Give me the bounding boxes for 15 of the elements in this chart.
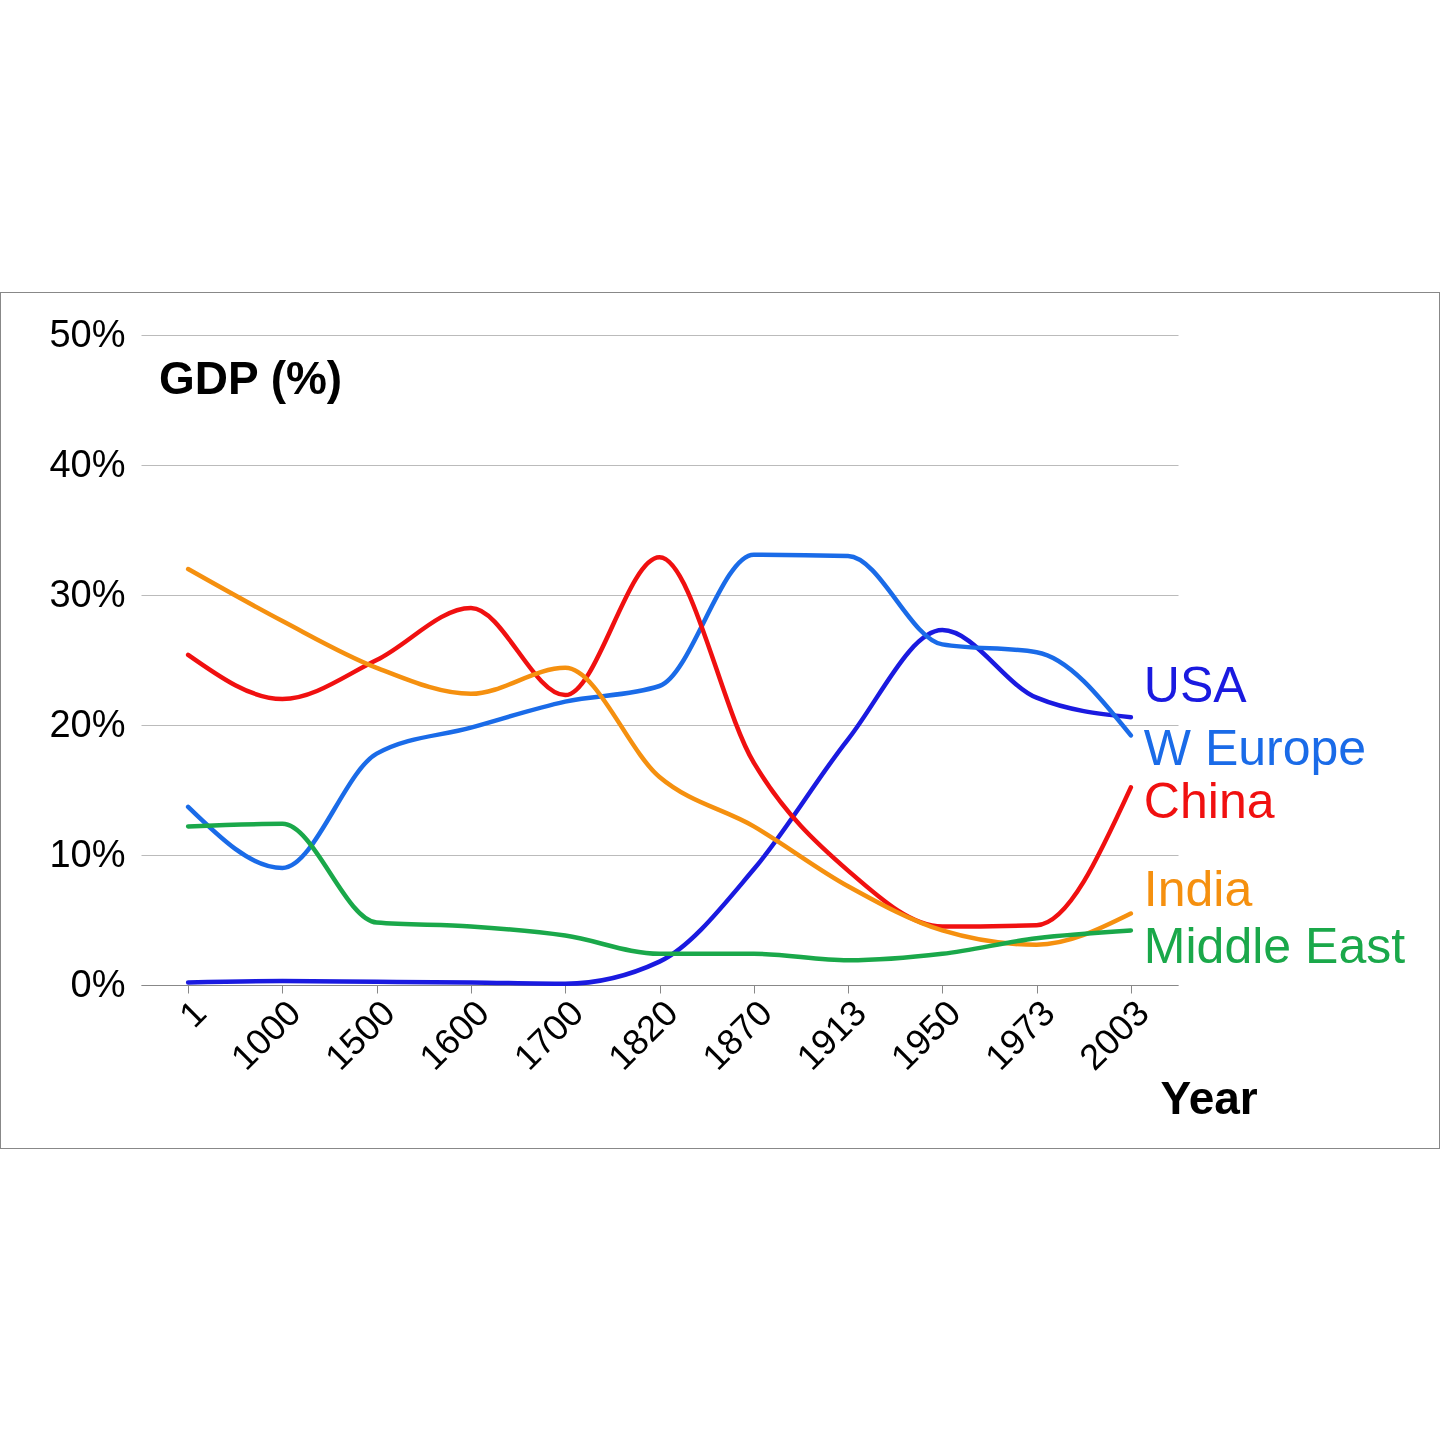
y-tick-label: 40% — [49, 442, 126, 485]
line-series — [185, 627, 1134, 986]
series-label: India — [1143, 860, 1253, 917]
x-tick-label: 1 — [170, 991, 215, 1036]
x-axis-title: Year — [1160, 1071, 1258, 1124]
line-series — [185, 821, 1134, 963]
chart-title: GDP (%) — [159, 352, 343, 404]
y-tick-label: 20% — [49, 702, 126, 745]
y-tick-label: 30% — [49, 572, 126, 615]
series-label: Middle East — [1143, 918, 1406, 975]
y-tick-label: 0% — [70, 962, 126, 1005]
series-label: USA — [1143, 657, 1248, 714]
line-series — [185, 552, 1134, 871]
y-tick-label: 50% — [49, 312, 126, 355]
y-tick-label: 10% — [49, 832, 126, 875]
